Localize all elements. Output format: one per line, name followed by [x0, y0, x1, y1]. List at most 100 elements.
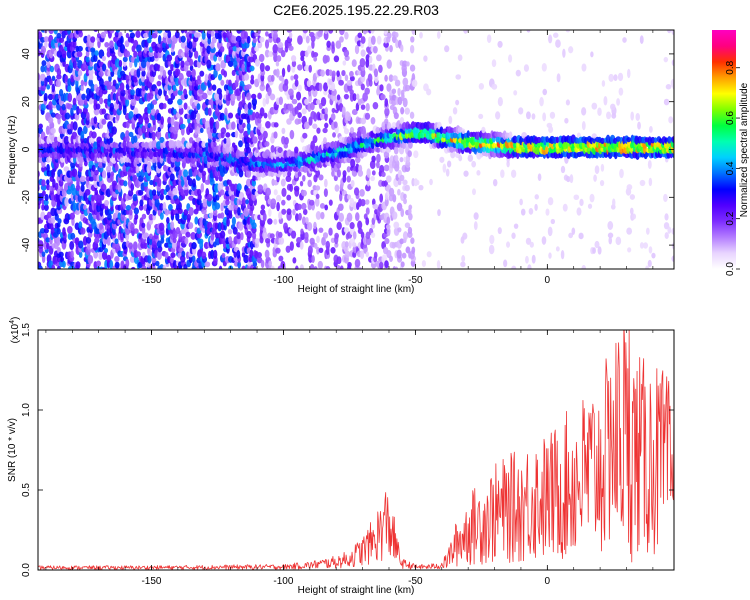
spectrogram-cell	[444, 45, 450, 53]
spectrogram-cell	[513, 223, 519, 229]
spectrogram-cell	[537, 173, 542, 182]
spectrogram-cell	[46, 179, 50, 185]
spectrogram-cell	[114, 58, 120, 68]
spectrogram-cell	[597, 107, 602, 116]
spectrogram-cell	[91, 131, 97, 139]
spectrogram-cell	[637, 121, 641, 130]
spectrogram-cell	[175, 211, 180, 221]
spectrogram-cell	[288, 32, 293, 39]
spectrogram-cell	[189, 127, 194, 133]
spectrogram-cell	[213, 141, 217, 147]
spectrogram-cell	[39, 228, 46, 234]
spectrogram-cell	[384, 260, 389, 269]
spectrogram-cell	[648, 246, 653, 254]
spectrogram-cell	[246, 60, 251, 68]
spectrogram-cell	[201, 251, 207, 260]
spectrogram-cell	[552, 32, 559, 38]
spectrogram-cell	[77, 45, 83, 52]
spectrogram-cell	[336, 169, 342, 178]
spectrogram-cell	[506, 241, 511, 248]
spectrogram-cell	[143, 232, 149, 239]
spectrogram-cell	[288, 88, 294, 96]
spectrogram-cell	[99, 97, 104, 105]
spectrogram-cell	[157, 88, 163, 97]
spectrogram-cell	[246, 230, 252, 239]
spectrogram-cell	[330, 113, 336, 121]
spectrogram-cell	[562, 203, 568, 212]
spectrogram-cell	[278, 96, 284, 105]
spectrogram-cell	[80, 227, 86, 235]
spectrogram-cell	[220, 202, 224, 212]
spectrogram-cell	[123, 180, 128, 187]
spectrogram-cell	[90, 36, 96, 43]
spectrogram-cell	[99, 222, 104, 230]
spectrogram-cell	[338, 79, 344, 86]
spectrogram-cell	[158, 102, 165, 110]
spectrogram-cell	[607, 232, 614, 239]
spectrogram-cell	[396, 249, 402, 259]
spectrogram-cell	[159, 66, 165, 73]
spectrogram-cell	[365, 103, 370, 112]
spectrogram-cell	[591, 102, 598, 110]
spectrogram-cell	[478, 113, 484, 120]
spectrogram-cell	[40, 45, 47, 54]
spectrogram-cell	[360, 36, 366, 44]
spectrogram-cell	[43, 93, 48, 102]
spectrogram-cell	[273, 218, 278, 225]
spectrogram-cell	[528, 208, 534, 215]
y-tick-label: 20	[21, 96, 32, 108]
spectrogram-cell	[281, 208, 287, 215]
spectrogram-cell	[473, 212, 479, 220]
spectrogram-cell	[133, 207, 140, 215]
spectrogram-cell	[556, 73, 561, 83]
spectrogram-cell	[360, 83, 365, 91]
spectrogram-cell	[242, 122, 246, 129]
spectrogram-cell	[404, 84, 411, 92]
spectrogram-cell	[297, 64, 303, 71]
spectrogram-cell	[115, 83, 120, 90]
spectrogram-cell	[196, 103, 201, 111]
spectrogram-cell	[328, 199, 333, 206]
spectrogram-cell	[120, 35, 124, 45]
spectrogram-cell	[99, 193, 105, 201]
spectrogram-cell	[263, 112, 268, 119]
spectrogram-cell	[378, 64, 383, 73]
spectrogram-cell	[80, 130, 85, 140]
spectrogram-cell	[181, 250, 186, 258]
spectrogram-cell	[319, 203, 326, 209]
spectrogram-cell	[246, 137, 251, 144]
spectrogram-cell	[72, 97, 77, 106]
spectrogram-cell	[119, 82, 125, 92]
spectrogram-cell	[344, 74, 349, 82]
spectrogram-cell	[180, 126, 185, 136]
spectrogram-cell	[312, 51, 319, 58]
spectrogram-cell	[287, 64, 291, 73]
spectrogram-cell	[284, 78, 289, 86]
spectrogram-cell	[262, 212, 267, 222]
spectrogram-cell	[318, 227, 324, 233]
spectrogram-cell	[265, 187, 272, 197]
spectrogram-cell	[61, 103, 66, 111]
spectrogram-cell	[162, 69, 167, 78]
spectrogram-cell	[407, 123, 412, 130]
spectrogram-cell	[134, 213, 139, 220]
spectrogram-cell	[578, 232, 584, 240]
spectrogram-x-label: Height of straight line (km)	[298, 284, 415, 295]
spectrogram-cell	[351, 242, 357, 248]
spectrogram-cell	[104, 199, 110, 207]
spectrogram-cell	[423, 55, 428, 62]
spectrogram-cell	[520, 208, 526, 216]
spectrogram-cell	[148, 233, 153, 240]
spectrogram-cell	[183, 209, 189, 216]
spectrogram-cell	[197, 75, 201, 81]
spectrogram-cell	[386, 175, 392, 183]
spectrogram-cell	[216, 88, 222, 95]
spectrogram-cell	[343, 93, 349, 100]
spectrogram-cell	[225, 30, 230, 33]
spectrogram-cell	[262, 227, 267, 233]
spectrogram-cell	[77, 30, 83, 34]
spectrogram-cell	[169, 173, 175, 182]
spectrogram-cell	[352, 231, 357, 240]
spectrogram-cell	[560, 250, 565, 260]
